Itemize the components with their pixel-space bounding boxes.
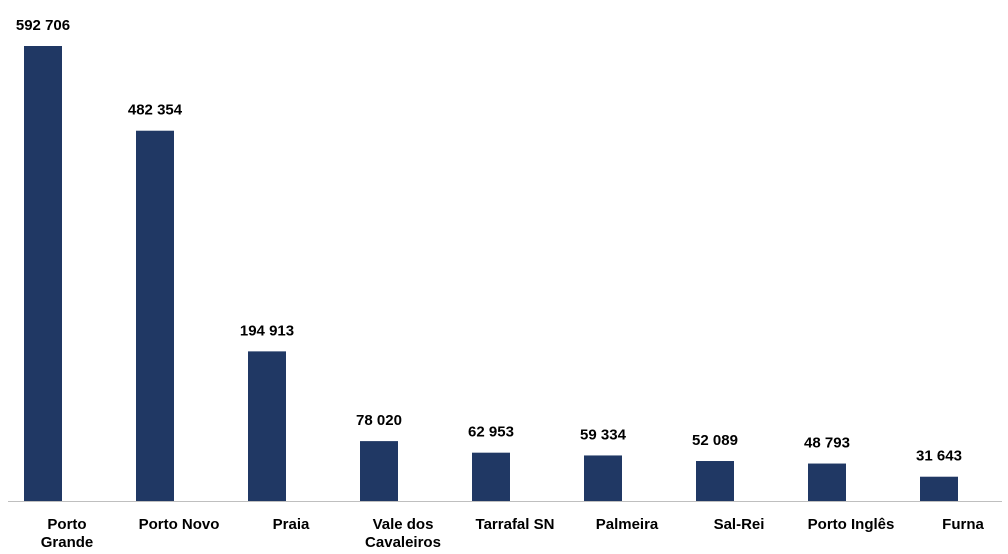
bar — [136, 130, 174, 501]
x-tick-label: Praia — [272, 516, 310, 533]
bar — [24, 46, 62, 501]
data-label: 59 334 — [580, 426, 627, 443]
bar — [920, 476, 958, 501]
data-label: 194 913 — [240, 322, 294, 339]
x-tick-label: Porto Inglês — [807, 516, 895, 533]
data-label: 48 793 — [804, 435, 850, 452]
bar — [696, 461, 734, 501]
x-tick-label: Vale dos Cavaleiros — [365, 516, 441, 551]
x-tick-label: Furna — [942, 516, 984, 533]
x-tick-label: Palmeira — [595, 516, 659, 533]
data-label: 78 020 — [356, 412, 402, 429]
data-label: 62 953 — [468, 424, 514, 441]
x-tick-label: Porto Novo — [138, 516, 220, 533]
x-tick-label: Tarrafal SN — [475, 516, 555, 533]
data-label: 52 089 — [692, 432, 738, 449]
bar — [248, 351, 286, 501]
bar — [584, 455, 622, 501]
bar — [472, 452, 510, 501]
data-label: 592 706 — [16, 17, 70, 34]
bar — [360, 441, 398, 501]
x-tick-label: Sal-Rei — [713, 516, 765, 533]
data-label: 482 354 — [128, 102, 183, 119]
bar — [808, 463, 846, 501]
x-tick-label: Porto Grande — [40, 516, 94, 551]
data-label: 31 643 — [916, 448, 962, 465]
